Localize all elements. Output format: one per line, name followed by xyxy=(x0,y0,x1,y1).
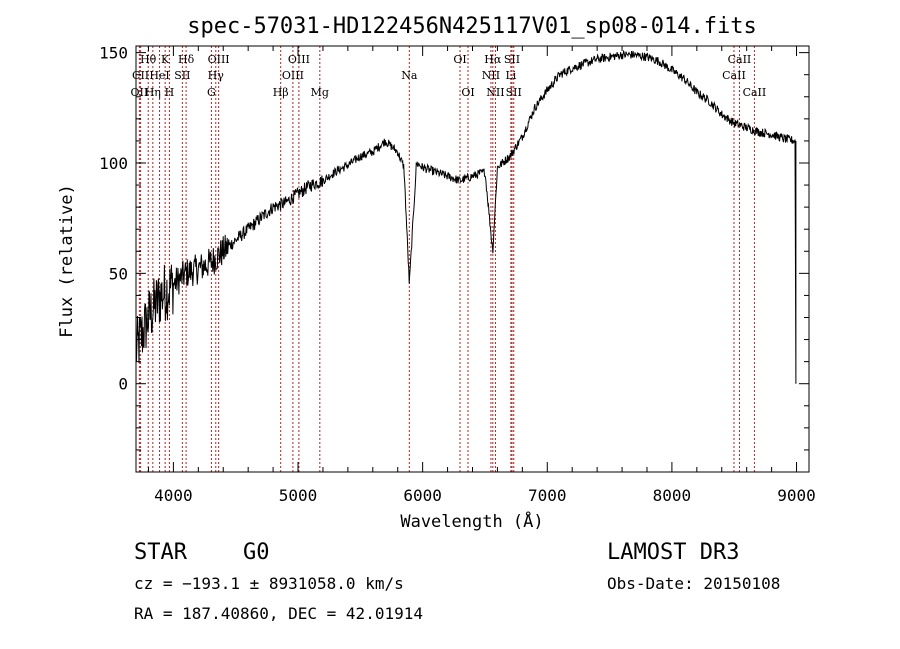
line-marker-label: Hδ xyxy=(178,53,195,66)
line-marker-label: OII xyxy=(131,86,149,99)
line-marker-label: OIII xyxy=(288,53,310,66)
line-marker-label: Li xyxy=(505,69,516,82)
line-marker-label: CaII xyxy=(728,53,752,66)
line-marker-label: SII xyxy=(506,86,522,99)
line-marker-label: Hβ xyxy=(273,86,289,99)
line-marker-label: OI xyxy=(453,53,466,66)
line-marker-label: Mg xyxy=(311,86,329,99)
spectrum-line xyxy=(135,49,797,384)
line-marker-label: OIII xyxy=(282,69,304,82)
x-tick-label: 5000 xyxy=(279,486,318,505)
axis-tick-labels: 4000 5000 6000 7000 8000 9000 0 50 100 150 xyxy=(99,44,816,505)
line-marker-label: SII xyxy=(504,53,520,66)
line-marker-label: OI xyxy=(461,86,474,99)
redshift-velocity: cz = −193.1 ± 8931058.0 km/s xyxy=(134,574,404,593)
object-subclass: G0 xyxy=(243,540,270,565)
y-tick-label: 50 xyxy=(109,264,128,283)
spectral-line-markers xyxy=(138,46,755,472)
x-tick-label: 8000 xyxy=(653,486,692,505)
observation-date: Obs-Date: 20150108 xyxy=(607,574,781,593)
line-marker-label: H xyxy=(165,86,175,99)
line-marker-label: CII xyxy=(132,69,149,82)
line-marker-label: CaII xyxy=(743,86,767,99)
y-axis-label: Flux (relative) xyxy=(57,184,77,338)
axis-ticks xyxy=(136,46,809,473)
y-tick-label: 150 xyxy=(99,44,128,63)
x-tick-label: 6000 xyxy=(403,486,442,505)
line-marker-label: NII xyxy=(486,86,504,99)
y-tick-label: 0 xyxy=(118,375,128,394)
coordinates: RA = 187.40860, DEC = 42.01914 xyxy=(134,604,423,623)
y-tick-label: 100 xyxy=(99,154,128,173)
line-marker-label: K xyxy=(161,53,170,66)
x-tick-label: 9000 xyxy=(777,486,816,505)
line-marker-label: Hγ xyxy=(208,69,225,82)
survey-name: LAMOST DR3 xyxy=(607,540,740,565)
x-tick-label: 4000 xyxy=(154,486,193,505)
line-marker-label: OIII xyxy=(208,53,230,66)
plot-frame xyxy=(135,45,810,473)
line-marker-label: Hη xyxy=(145,86,161,99)
line-marker-label: CaII xyxy=(722,69,746,82)
x-tick-label: 7000 xyxy=(528,486,567,505)
line-marker-label: Na xyxy=(401,69,418,82)
chart-title: spec-57031-HD122456N425117V01_sp08-014.f… xyxy=(187,14,757,39)
line-marker-label: Hθ xyxy=(140,53,157,66)
x-axis-label: Wavelength (Å) xyxy=(400,510,543,532)
object-class: STAR xyxy=(134,540,187,565)
line-marker-label: G xyxy=(207,86,216,99)
line-marker-label: SII xyxy=(174,69,190,82)
line-marker-label: HeI xyxy=(149,69,169,82)
line-marker-label: Hα xyxy=(484,53,502,66)
line-marker-label: NII xyxy=(482,69,500,82)
